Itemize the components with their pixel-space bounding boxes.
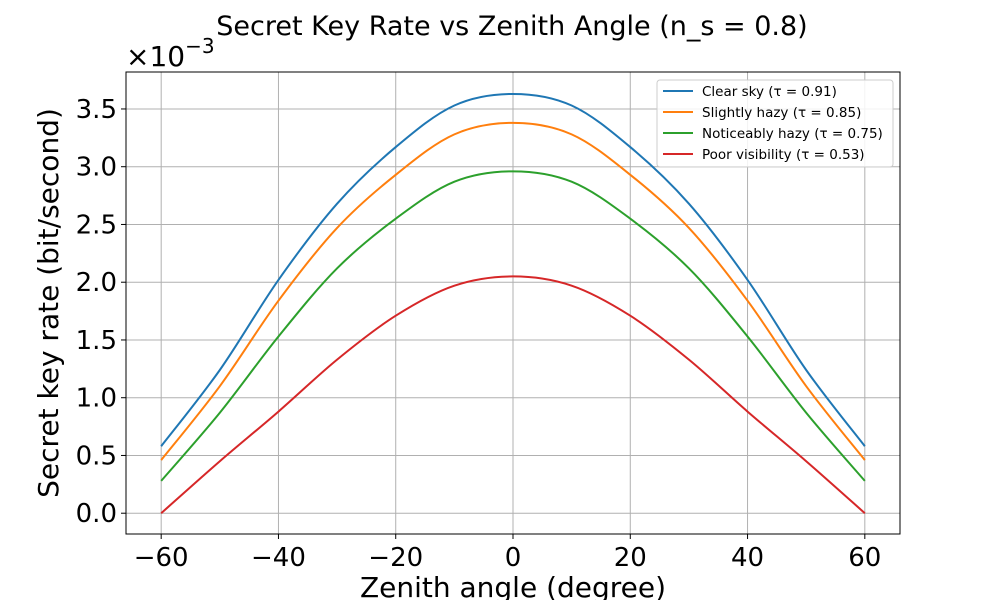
- chart-title: Secret Key Rate vs Zenith Angle (n_s = 0…: [216, 11, 807, 42]
- legend-label: Noticeably hazy (τ = 0.75): [702, 126, 883, 142]
- legend-label: Clear sky (τ = 0.91): [702, 84, 837, 100]
- x-tick-label: 0: [505, 543, 522, 573]
- y-tick-label: 3.5: [76, 95, 117, 125]
- legend: Clear sky (τ = 0.91) Slightly hazy (τ = 0…: [656, 79, 894, 168]
- series-line-4: [160, 275, 866, 514]
- series-line-3: [160, 170, 866, 482]
- y-tick-label: 3.0: [76, 153, 117, 183]
- x-axis-label: Zenith angle (degree): [360, 571, 666, 600]
- y-axis-ticks: 0.0 0.5 1.0 1.5 2.0 2.5 3.0 3.5: [76, 95, 126, 529]
- y-tick-label: 2.0: [76, 268, 117, 298]
- y-offset-label: ×10−3: [126, 34, 215, 73]
- legend-label: Poor visibility (τ = 0.53): [702, 147, 865, 163]
- y-tick-label: 2.5: [76, 210, 117, 240]
- y-axis-label: Secret key rate (bit/second): [32, 108, 65, 498]
- legend-label: Slightly hazy (τ = 0.85): [702, 105, 861, 121]
- x-tick-label: −20: [368, 543, 423, 573]
- x-tick-label: 40: [731, 543, 764, 573]
- series-lines: [160, 92, 866, 514]
- y-offset-exponent: −3: [185, 34, 214, 58]
- legend-box: [656, 79, 894, 168]
- x-tick-label: 20: [614, 543, 647, 573]
- x-tick-label: −40: [251, 543, 306, 573]
- y-tick-label: 0.5: [76, 441, 117, 471]
- y-tick-label: 1.0: [76, 384, 117, 414]
- y-tick-label: 0.0: [76, 499, 117, 529]
- y-offset-base: ×10: [126, 40, 185, 73]
- series-line-2: [160, 121, 866, 461]
- x-axis-ticks: −60 −40 −20 0 20 40 60: [134, 534, 881, 573]
- y-tick-label: 1.5: [76, 326, 117, 356]
- series-line-1: [160, 92, 866, 447]
- x-tick-label: −60: [134, 543, 189, 573]
- x-tick-label: 60: [848, 543, 881, 573]
